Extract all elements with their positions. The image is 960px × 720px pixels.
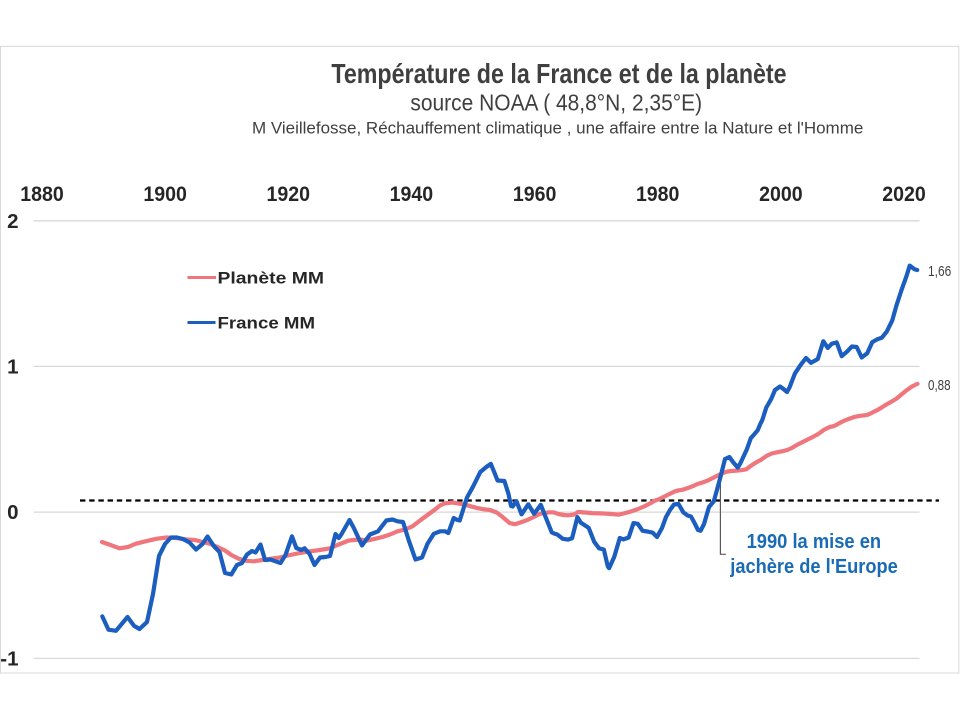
svg-text:0,88: 0,88 (928, 377, 951, 394)
svg-text:2020: 2020 (882, 182, 926, 206)
svg-text:1880: 1880 (20, 182, 64, 206)
svg-text:source NOAA ( 48,8°N, 2,35°E): source NOAA ( 48,8°N, 2,35°E) (410, 90, 702, 116)
svg-text:M Vieillefosse, Réchauffement: M Vieillefosse, Réchauffement climatique… (252, 118, 863, 137)
svg-text:1990 la mise en: 1990 la mise en (747, 530, 882, 553)
svg-text:2: 2 (7, 210, 18, 233)
svg-text:France MM: France MM (218, 314, 316, 333)
svg-text:1900: 1900 (143, 182, 187, 206)
svg-text:Température de la France et de: Température de la France et de la planèt… (331, 58, 786, 89)
svg-text:2000: 2000 (759, 182, 803, 206)
svg-text:0: 0 (7, 501, 18, 524)
svg-text:1920: 1920 (267, 182, 311, 206)
svg-text:Planète MM: Planète MM (218, 269, 325, 288)
svg-text:1980: 1980 (636, 182, 680, 206)
svg-text:1,66: 1,66 (928, 263, 951, 280)
svg-text:-1: -1 (0, 648, 18, 671)
svg-text:1960: 1960 (513, 182, 557, 206)
svg-text:1940: 1940 (390, 182, 434, 206)
svg-text:jachère de l'Europe: jachère de l'Europe (729, 555, 897, 578)
svg-text:1: 1 (7, 356, 18, 379)
